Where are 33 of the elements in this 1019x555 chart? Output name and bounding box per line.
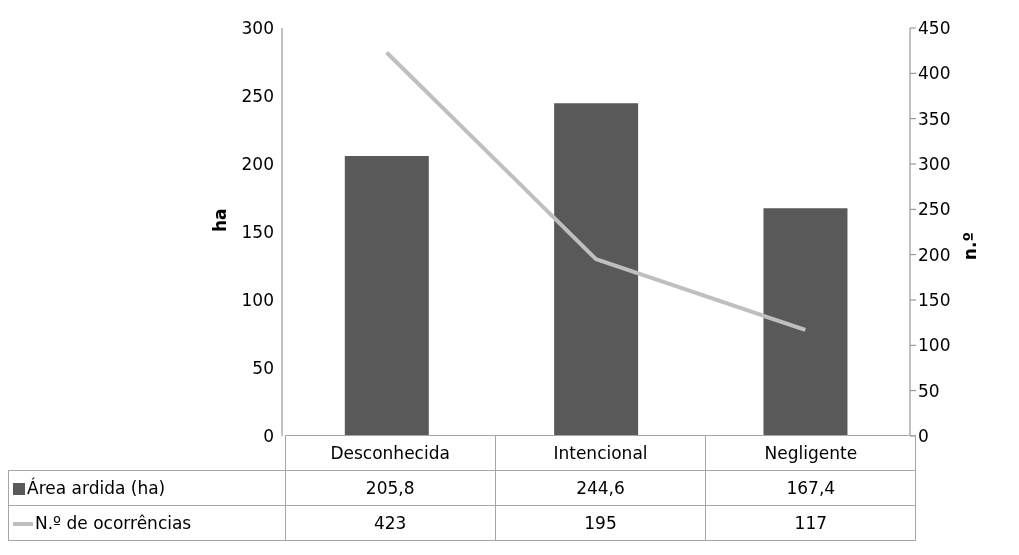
legend-label: Área ardida (ha) [8, 470, 285, 506]
y2-tick-label: 400 [918, 63, 951, 84]
legend-label: N.º de ocorrências [8, 505, 285, 541]
y2-tick-label: 250 [918, 199, 951, 220]
y-tick-label: 250 [241, 86, 274, 107]
y2-tick-label: 100 [918, 335, 951, 356]
data-label: 195 [495, 505, 706, 541]
y-tick-label: 0 [263, 426, 274, 447]
y2-tick-label: 50 [918, 380, 940, 401]
data-label: 423 [285, 505, 496, 541]
y2-tick-label: 150 [918, 290, 951, 311]
y2-tick-label: 200 [918, 244, 951, 265]
x-tick-label: Desconhecida [285, 435, 496, 471]
y-axis-title: ha [210, 208, 231, 232]
data-label: 244,6 [495, 470, 706, 506]
y2-tick-label: 300 [918, 154, 951, 175]
y2-tick-label: 450 [918, 18, 951, 39]
y-tick-label: 100 [241, 290, 274, 311]
bar [554, 103, 639, 436]
y-tick-label: 300 [241, 18, 274, 39]
y-tick-label: 150 [241, 222, 274, 243]
y-tick-label: 50 [252, 358, 274, 379]
y2-axis-title: n.º [960, 232, 981, 261]
data-label: 167,4 [705, 470, 916, 506]
x-tick-label: Intencional [495, 435, 706, 471]
y2-tick-label: 0 [918, 426, 929, 447]
data-label: 205,8 [285, 470, 496, 506]
y2-tick-label: 350 [918, 108, 951, 129]
bar [763, 208, 848, 436]
y-tick-label: 200 [241, 154, 274, 175]
bar [344, 156, 429, 436]
data-label: 117 [705, 505, 916, 541]
x-tick-label: Negligente [705, 435, 916, 471]
